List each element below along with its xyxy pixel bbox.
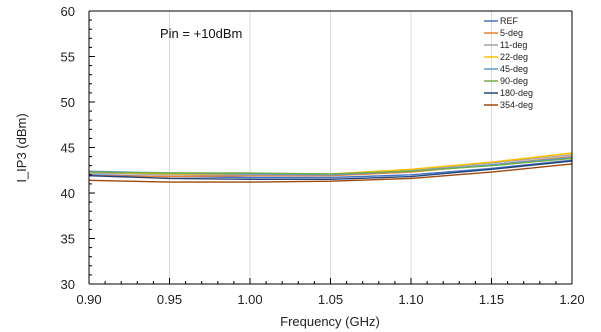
series-lines — [88, 152, 573, 183]
tick-labels: 30 35 40 45 50 55 60 0.90 0.95 1.00 1.05 1.10 1.15 1.… — [61, 4, 585, 307]
legend-label: 22-deg — [500, 52, 528, 62]
legend-label: 45-deg — [500, 64, 528, 74]
legend-label: 5-deg — [500, 28, 523, 38]
axes — [88, 10, 573, 285]
y-tick-label: 55 — [61, 50, 75, 65]
legend: REF 5-deg 11-deg 22-deg 45-deg 90-deg 180-deg 3… — [484, 16, 533, 110]
legend-label: 180-deg — [500, 88, 533, 98]
x-tick-label: 1.10 — [398, 292, 423, 307]
x-tick-label: 1.00 — [237, 292, 262, 307]
legend-label: 90-deg — [500, 76, 528, 86]
legend-label: 354-deg — [500, 100, 533, 110]
series-line-90-deg — [88, 157, 573, 175]
grid-lines — [169, 11, 492, 284]
series-line-180-deg — [88, 160, 573, 181]
x-axis-title: Frequency (GHz) — [280, 314, 380, 329]
y-tick-label: 35 — [61, 232, 75, 247]
x-tick-label: 0.90 — [76, 292, 101, 307]
x-tick-label: 1.15 — [479, 292, 504, 307]
y-tick-label: 30 — [61, 277, 75, 292]
legend-label: REF — [500, 16, 519, 26]
y-tick-label: 60 — [61, 4, 75, 19]
y-tick-label: 50 — [61, 95, 75, 110]
y-tick-label: 40 — [61, 186, 75, 201]
y-axis-title: I_IP3 (dBm) — [14, 113, 29, 182]
legend-label: 11-deg — [500, 40, 527, 50]
x-tick-label: 1.05 — [318, 292, 343, 307]
annotation-label: Pin = +10dBm — [160, 26, 242, 41]
x-tick-label: 1.20 — [559, 292, 584, 307]
series-line-354-deg — [88, 163, 573, 183]
y-tick-label: 45 — [61, 141, 75, 156]
x-tick-label: 0.95 — [157, 292, 182, 307]
